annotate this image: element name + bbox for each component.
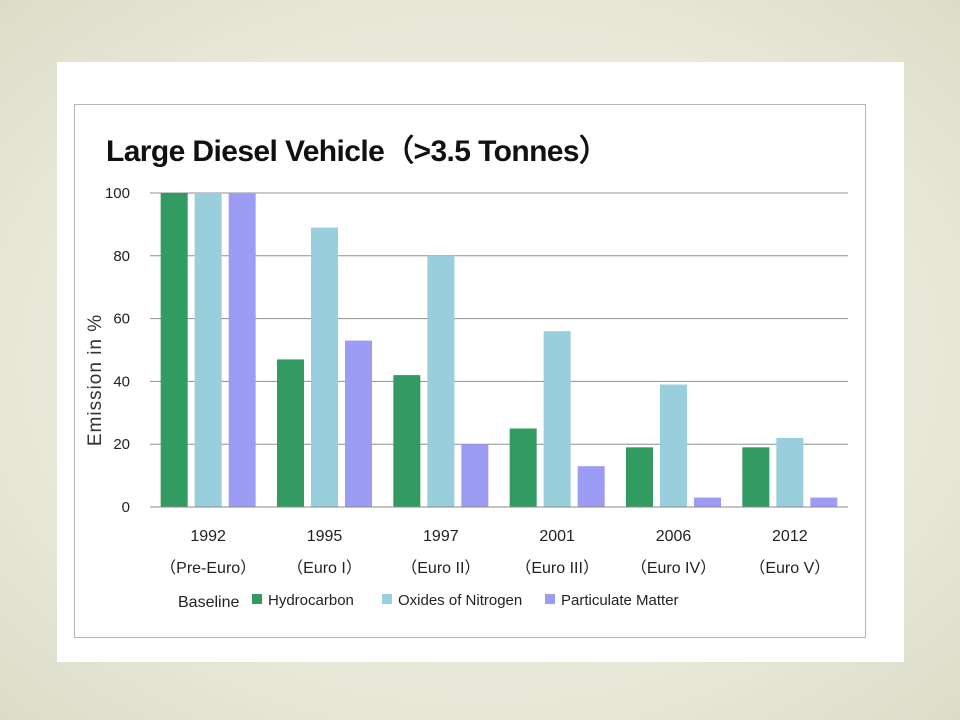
x-category-stage: （Euro V） xyxy=(749,559,830,577)
legend: Baseline Hydrocarbon Oxides of Nitrogen Par… xyxy=(178,592,679,611)
bar-oxides-of-nitrogen xyxy=(543,331,571,507)
x-category-stage: （Pre-Euro） xyxy=(160,559,256,577)
bar-particulate-matter xyxy=(810,497,838,507)
legend-label: Hydrocarbon xyxy=(268,592,354,609)
bar-hydrocarbon xyxy=(626,447,653,507)
y-tick-label: 20 xyxy=(113,436,130,453)
bar-particulate-matter xyxy=(228,193,256,507)
y-tick-label: 0 xyxy=(122,499,130,516)
legend-swatch xyxy=(382,594,392,604)
chart-title: Large Diesel Vehicle（>3.5 Tonnes） xyxy=(106,135,609,168)
x-category-year: 1997 xyxy=(423,528,459,545)
bar-hydrocarbon xyxy=(393,375,421,507)
bar-oxides-of-nitrogen xyxy=(660,384,687,507)
legend-swatch xyxy=(252,594,262,604)
gridlines xyxy=(150,192,848,445)
x-category-stage: （Euro III） xyxy=(515,559,599,577)
bar-oxides-of-nitrogen xyxy=(311,227,338,508)
baseline-label: Baseline xyxy=(178,594,239,611)
bar-oxides-of-nitrogen xyxy=(427,255,455,507)
x-category-stage: （Euro I） xyxy=(287,559,362,577)
x-category-year: 1995 xyxy=(307,528,343,545)
x-axis-categories: 1992 （Pre-Euro） 1995 （Euro I） 1997 （Euro II） 2… xyxy=(160,528,830,577)
y-tick-label: 80 xyxy=(113,248,130,265)
y-tick-label: 40 xyxy=(113,373,130,390)
bar-particulate-matter xyxy=(461,444,489,507)
y-axis-title: Emission in % xyxy=(85,314,106,446)
x-category-stage: （Euro II） xyxy=(401,559,480,577)
x-category-stage: （Euro IV） xyxy=(631,559,716,577)
legend-label: Oxides of Nitrogen xyxy=(398,592,522,609)
bar-oxides-of-nitrogen xyxy=(194,193,222,507)
y-tick-label: 100 xyxy=(105,185,130,202)
legend-swatch xyxy=(545,594,555,604)
bar-hydrocarbon xyxy=(160,193,188,507)
x-category-year: 2001 xyxy=(539,528,575,545)
bar-hydrocarbon xyxy=(509,428,537,507)
x-category-year: 2006 xyxy=(656,528,692,545)
legend-label: Particulate Matter xyxy=(561,592,679,609)
bar-oxides-of-nitrogen xyxy=(776,437,804,507)
bar-hydrocarbon xyxy=(277,359,304,507)
y-axis-ticks: 0 20 40 60 80 100 xyxy=(105,185,130,516)
bar-particulate-matter xyxy=(694,497,721,507)
y-tick-label: 60 xyxy=(113,311,130,328)
bar-particulate-matter xyxy=(577,466,605,507)
bar-particulate-matter xyxy=(345,340,372,507)
x-category-year: 2012 xyxy=(772,528,808,545)
bar-hydrocarbon xyxy=(742,447,770,507)
bars xyxy=(160,193,838,508)
x-category-year: 1992 xyxy=(190,528,226,545)
